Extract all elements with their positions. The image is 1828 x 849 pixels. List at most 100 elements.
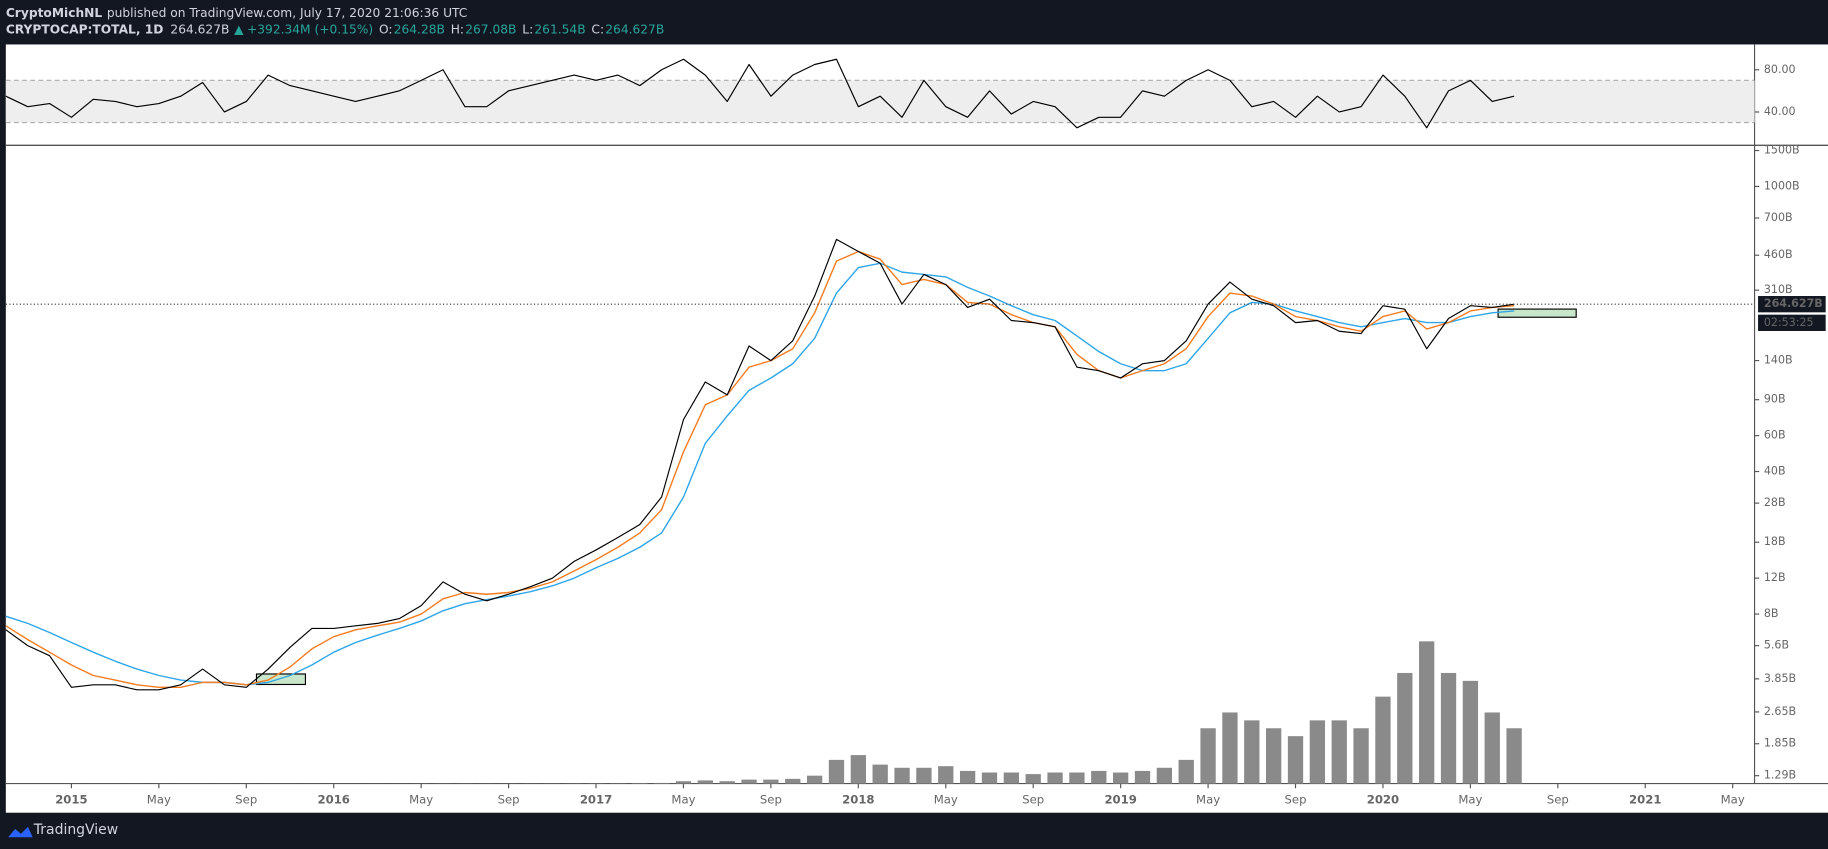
rsi-line bbox=[5, 58, 1515, 129]
ohlc-value: 267.08B bbox=[465, 22, 516, 36]
last-price-box bbox=[1758, 296, 1826, 313]
volume-bar bbox=[1222, 712, 1238, 784]
y-tick-label: 2.65B bbox=[1764, 705, 1796, 718]
volume-bar bbox=[763, 779, 779, 784]
x-tick-label: May bbox=[1196, 792, 1220, 806]
y-tick-label: 310B bbox=[1764, 283, 1793, 296]
volume-bar bbox=[1069, 772, 1085, 784]
volume-bar bbox=[1003, 772, 1019, 784]
x-tick-label: May bbox=[934, 792, 958, 806]
y-tick-label: 1000B bbox=[1764, 179, 1800, 192]
chart-area bbox=[5, 44, 1828, 813]
ohlc-label: H: bbox=[451, 22, 464, 36]
rsi-tick-label: 40.00 bbox=[1764, 105, 1796, 118]
footer-logo: TradingView bbox=[8, 822, 118, 838]
volume-bar bbox=[1397, 672, 1413, 784]
volume-bar bbox=[1353, 728, 1369, 784]
x-tick-label: Sep bbox=[1022, 792, 1044, 806]
last-price-label: 264.627B bbox=[1764, 297, 1823, 310]
volume-bar bbox=[1266, 728, 1282, 784]
logo-icon bbox=[8, 826, 33, 838]
ohlc-value: 261.54B bbox=[534, 22, 585, 36]
volume-bar bbox=[1440, 672, 1457, 784]
volume-bar bbox=[1331, 720, 1347, 784]
author: CryptoMichNL bbox=[6, 5, 103, 19]
volume-bar bbox=[697, 780, 713, 784]
x-tick-label: May bbox=[409, 792, 433, 806]
volume-bar bbox=[1025, 774, 1041, 784]
brand: TradingView bbox=[33, 822, 118, 838]
countdown: 02:53:25 bbox=[1764, 316, 1814, 329]
ohlc-value: 264.28B bbox=[394, 22, 445, 36]
x-tick-label: 2020 bbox=[1367, 792, 1399, 806]
x-tick-label: Sep bbox=[235, 792, 257, 806]
volume-bar bbox=[741, 779, 757, 784]
y-tick-label: 140B bbox=[1764, 354, 1793, 367]
volume-bar bbox=[1200, 728, 1216, 784]
publish-line: CryptoMichNL published on TradingView.com… bbox=[6, 5, 468, 19]
y-tick-label: 12B bbox=[1764, 571, 1786, 584]
y-tick-label: 18B bbox=[1764, 535, 1786, 548]
price-line bbox=[5, 238, 1515, 691]
x-tick-label: 2021 bbox=[1629, 792, 1661, 806]
x-tick-label: 2017 bbox=[580, 792, 612, 806]
volume-bar bbox=[938, 766, 954, 784]
x-tick-label: Sep bbox=[1285, 792, 1307, 806]
volume-bar bbox=[1244, 720, 1260, 784]
volume-bar bbox=[1484, 712, 1500, 784]
volume-bar bbox=[850, 755, 866, 784]
volume-bar bbox=[675, 781, 692, 784]
x-tick-label: Sep bbox=[498, 792, 520, 806]
volume-bar bbox=[1112, 772, 1129, 784]
ohlc-value: 264.627B bbox=[605, 22, 664, 36]
y-tick-label: 3.85B bbox=[1764, 672, 1796, 685]
volume-bar bbox=[872, 764, 888, 784]
x-tick-label: May bbox=[1721, 792, 1745, 806]
rsi-tick-label: 80.00 bbox=[1764, 63, 1796, 76]
symbol-line: CRYPTOCAP:TOTAL, 1D 264.627B ▲ +392.34M (+0… bbox=[6, 22, 664, 36]
volume-bar bbox=[1178, 759, 1194, 784]
volume-bar bbox=[1419, 641, 1435, 784]
moving-average bbox=[5, 262, 1515, 686]
y-tick-label: 5.6B bbox=[1764, 639, 1789, 652]
x-tick-label: 2018 bbox=[842, 792, 874, 806]
volume-bar bbox=[916, 767, 932, 784]
symbol: CRYPTOCAP:TOTAL, 1D bbox=[6, 22, 164, 36]
ohlc-label: O: bbox=[379, 22, 393, 36]
volume-bar bbox=[1375, 696, 1391, 784]
y-tick-label: 8B bbox=[1764, 607, 1779, 620]
up-arrow: ▲ bbox=[234, 22, 244, 36]
x-tick-label: 2015 bbox=[55, 792, 87, 806]
change: +392.34M (+0.15%) bbox=[247, 22, 373, 36]
x-tick-label: 2016 bbox=[318, 792, 350, 806]
y-tick-label: 1500B bbox=[1764, 144, 1800, 157]
moving-average bbox=[5, 250, 1515, 688]
volume-bar bbox=[894, 767, 910, 784]
price: 264.627B bbox=[170, 22, 229, 36]
y-tick-label: 60B bbox=[1764, 429, 1786, 442]
volume-bar bbox=[1287, 736, 1304, 784]
volume-bar bbox=[719, 781, 735, 784]
published: published on TradingView.com, July 17, 2… bbox=[107, 5, 467, 19]
y-tick-label: 1.85B bbox=[1764, 737, 1796, 750]
countdown-box bbox=[1758, 314, 1826, 331]
volume-bar bbox=[1156, 767, 1173, 784]
volume-bar bbox=[1506, 728, 1522, 784]
highlight-box bbox=[1497, 308, 1577, 318]
volume-bar bbox=[1091, 770, 1107, 784]
volume-bar bbox=[1134, 770, 1151, 784]
volume-bar bbox=[806, 775, 823, 784]
volume-bar bbox=[1309, 720, 1326, 784]
volume-bar bbox=[981, 772, 998, 784]
volume-bar bbox=[1462, 680, 1479, 784]
y-tick-label: 40B bbox=[1764, 465, 1786, 478]
y-tick-label: 700B bbox=[1764, 211, 1793, 224]
x-tick-label: Sep bbox=[760, 792, 782, 806]
y-tick-label: 460B bbox=[1764, 248, 1793, 261]
x-tick-label: May bbox=[671, 792, 695, 806]
ohlc-label: C: bbox=[591, 22, 604, 36]
volume-bar bbox=[653, 782, 670, 784]
volume-bar bbox=[785, 778, 801, 784]
y-tick-label: 28B bbox=[1764, 496, 1786, 509]
